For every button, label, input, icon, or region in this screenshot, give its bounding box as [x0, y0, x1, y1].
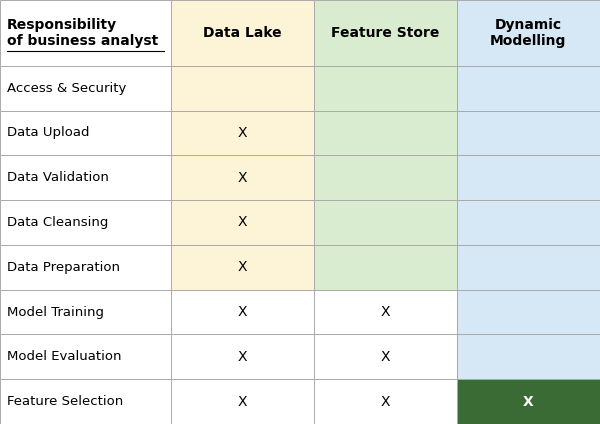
Text: Dynamic
Modelling: Dynamic Modelling — [490, 18, 566, 48]
Text: X: X — [238, 350, 247, 364]
Bar — [457, 379, 600, 424]
Bar — [0, 66, 171, 111]
Bar — [0, 200, 171, 245]
Text: Data Validation: Data Validation — [7, 171, 109, 184]
Bar — [171, 155, 314, 200]
Bar — [171, 66, 314, 111]
Bar — [171, 200, 314, 245]
Bar — [457, 200, 600, 245]
Bar — [457, 66, 600, 111]
Bar — [0, 379, 171, 424]
Text: Model Evaluation: Model Evaluation — [7, 350, 122, 363]
Text: X: X — [238, 260, 247, 274]
Bar — [314, 155, 457, 200]
Text: X: X — [238, 215, 247, 229]
Bar — [0, 245, 171, 290]
Text: Access & Security: Access & Security — [7, 81, 127, 95]
Text: X: X — [380, 305, 390, 319]
Text: Data Lake: Data Lake — [203, 26, 282, 40]
Bar — [457, 335, 600, 379]
Text: X: X — [238, 171, 247, 185]
Text: Data Preparation: Data Preparation — [7, 261, 120, 274]
Text: Responsibility
of business analyst: Responsibility of business analyst — [7, 18, 158, 48]
Text: X: X — [380, 350, 390, 364]
Bar — [314, 111, 457, 155]
Bar — [0, 111, 171, 155]
Bar — [171, 290, 314, 335]
Bar — [171, 379, 314, 424]
Bar — [457, 245, 600, 290]
Text: Data Upload: Data Upload — [7, 126, 90, 139]
Bar — [171, 335, 314, 379]
Bar — [171, 245, 314, 290]
Bar — [314, 335, 457, 379]
Text: Feature Selection: Feature Selection — [7, 395, 124, 408]
Bar — [457, 0, 600, 66]
Text: X: X — [523, 395, 533, 409]
Bar — [314, 245, 457, 290]
Bar — [314, 290, 457, 335]
Text: X: X — [238, 395, 247, 409]
Bar — [314, 200, 457, 245]
Bar — [314, 66, 457, 111]
Text: X: X — [380, 395, 390, 409]
Bar — [171, 111, 314, 155]
Bar — [314, 0, 457, 66]
Text: X: X — [238, 305, 247, 319]
Text: Data Cleansing: Data Cleansing — [7, 216, 109, 229]
Text: X: X — [238, 126, 247, 140]
Text: Model Training: Model Training — [7, 306, 104, 318]
Bar — [0, 0, 171, 66]
Bar — [0, 290, 171, 335]
Bar — [457, 111, 600, 155]
Bar — [0, 155, 171, 200]
Text: Feature Store: Feature Store — [331, 26, 439, 40]
Bar — [457, 155, 600, 200]
Bar — [314, 379, 457, 424]
Bar — [171, 0, 314, 66]
Bar — [457, 290, 600, 335]
Bar — [0, 335, 171, 379]
